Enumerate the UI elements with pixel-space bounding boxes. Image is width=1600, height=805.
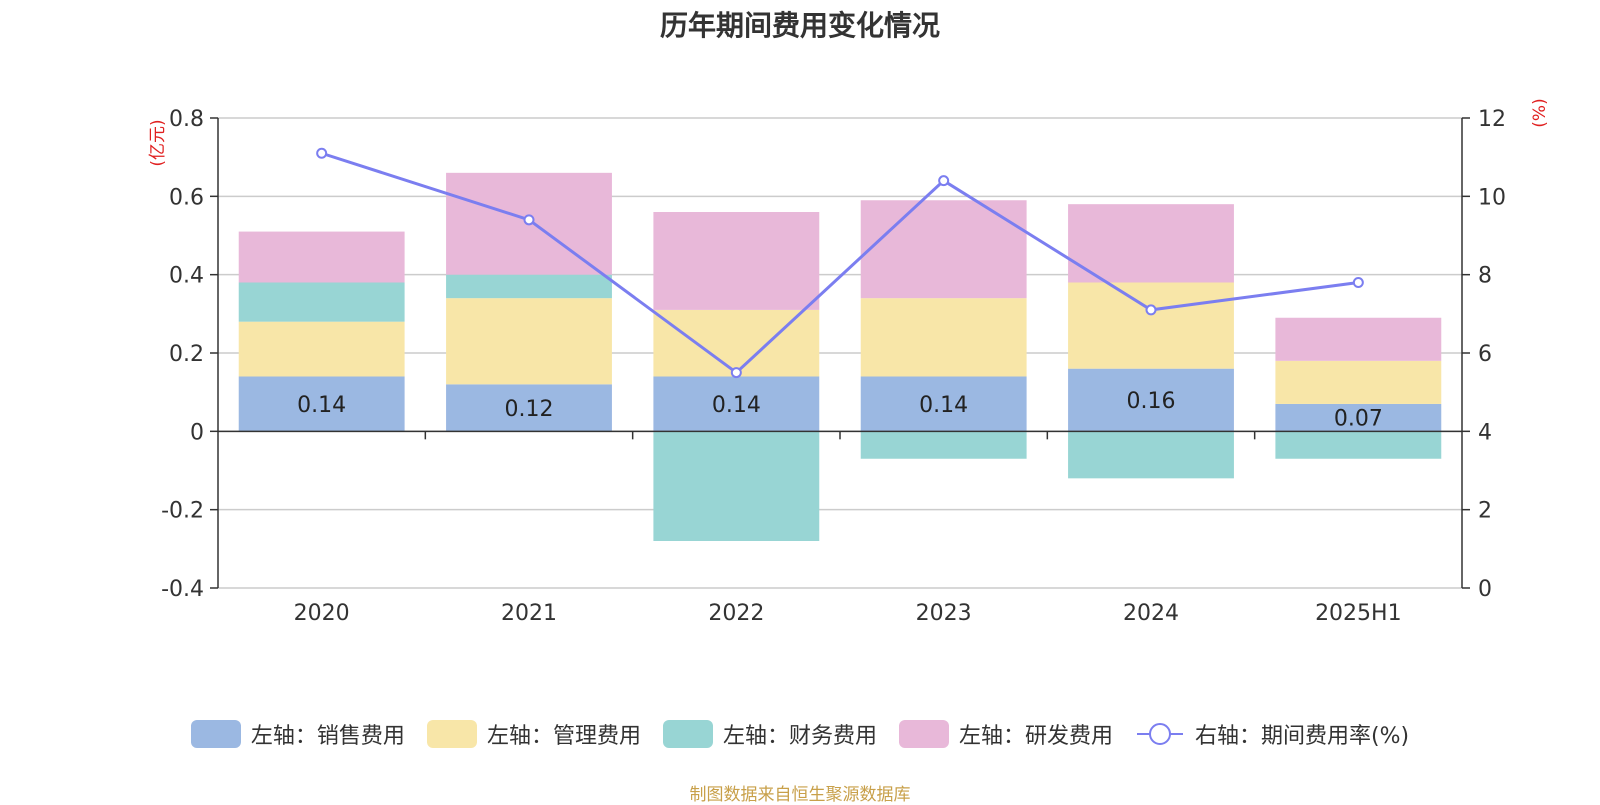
legend-item-rnd[interactable]: 左轴：研发费用 [898, 718, 1113, 750]
bar-segment-0 [446, 384, 612, 432]
legend-item-rate[interactable]: 右轴：期间费用率(%) [1135, 718, 1409, 750]
bar-segment-0 [653, 376, 820, 432]
bar-segment-1 [1068, 282, 1234, 369]
left-axis-tick-label: -0.4 [161, 577, 204, 602]
legend-label-rate: 右轴：期间费用率(%) [1194, 724, 1410, 749]
left-axis-tick-label: 0.4 [169, 264, 204, 289]
source-note: 制图数据来自恒生聚源数据库 [689, 785, 911, 805]
bar-data-label: 0.12 [505, 397, 554, 422]
legend-line-marker-icon [1136, 723, 1183, 745]
legend-swatch-rnd [898, 720, 949, 748]
bar-segment-3 [238, 231, 405, 283]
rate-point [316, 147, 328, 159]
right-axis-tick-label: 0 [1478, 577, 1492, 602]
bar-segment-2 [860, 431, 1027, 459]
bar-segment-1 [860, 298, 1027, 377]
bar-segment-2 [446, 274, 612, 299]
legend-label-admin: 左轴：管理费用 [486, 724, 641, 749]
bar-segment-2 [238, 282, 405, 322]
bar-data-label: 0.14 [297, 393, 346, 418]
bar-segment-1 [1275, 360, 1442, 404]
bar-segment-2 [653, 431, 820, 541]
bar-data-label: 0.07 [1334, 407, 1383, 432]
bar-segment-3 [1275, 317, 1442, 361]
x-axis-tick-label: 2022 [708, 601, 764, 626]
rate-line [321, 151, 1359, 375]
legend-swatch-sales [190, 720, 241, 748]
chart-canvas: -0.4 -0.2 0 0.2 0.4 0.6 0.8 0 2 4 6 8 10 12 2020 2021 20… [148, 98, 1550, 626]
bar-segment-2 [1068, 431, 1234, 479]
bar-segment-0 [238, 376, 405, 432]
bar-data-label: 0.14 [712, 393, 761, 418]
x-axis-tick-label: 2023 [916, 601, 972, 626]
right-axis-tick-label: 2 [1478, 499, 1492, 524]
bar-data-label: 0.16 [1127, 389, 1176, 414]
bar-data-label: 0.14 [919, 393, 968, 418]
rate-point [730, 367, 742, 379]
left-axis-tick-label: 0 [190, 420, 204, 445]
bar-segment-3 [653, 212, 820, 310]
rate-point [1145, 304, 1157, 316]
left-axis-unit-label: (亿元) [148, 119, 168, 166]
left-axis-tick-label: 0.2 [169, 342, 204, 367]
left-axis-tick-label: -0.2 [161, 499, 204, 524]
legend-item-finance[interactable]: 左轴：财务费用 [662, 718, 877, 750]
legend-item-admin[interactable]: 左轴：管理费用 [426, 718, 641, 750]
right-axis-tick-label: 12 [1478, 107, 1506, 132]
right-axis-tick-label: 4 [1478, 420, 1492, 445]
bar-segment-1 [238, 321, 405, 377]
left-axis-tick-label: 0.8 [169, 107, 204, 132]
x-axis-tick-label: 2021 [501, 601, 557, 626]
bar-segment-3 [860, 200, 1027, 299]
bar-segment-3 [1068, 204, 1234, 283]
rate-point [1352, 277, 1364, 288]
bar-segment-0 [1275, 403, 1442, 432]
x-axis-tick-label: 2025H1 [1315, 601, 1402, 626]
rate-point [523, 214, 535, 226]
legend-swatch-admin [426, 720, 477, 748]
bar-segment-1 [446, 298, 612, 385]
bar-segment-0 [1068, 368, 1234, 432]
bar-segment-2 [1275, 431, 1442, 459]
rate-point [938, 175, 950, 187]
bar-segment-0 [860, 376, 1027, 432]
legend-item-sales[interactable]: 左轴：销售费用 [190, 718, 405, 750]
legend-label-rnd: 左轴：研发费用 [958, 724, 1113, 749]
legend-label-finance: 左轴：财务费用 [722, 724, 877, 749]
legend-swatch-finance [662, 720, 713, 748]
legend: 左轴：销售费用 左轴：管理费用 左轴：财务费用 左轴：研发费用 右轴：期间费用率… [0, 718, 1600, 750]
legend-label-sales: 左轴：销售费用 [250, 724, 405, 749]
right-axis-tick-label: 8 [1478, 264, 1492, 289]
right-axis-tick-label: 6 [1478, 342, 1492, 367]
x-axis-tick-label: 2020 [294, 601, 350, 626]
chart-title: 历年期间费用变化情况 [659, 9, 940, 42]
x-axis-tick-label: 2024 [1123, 601, 1179, 626]
right-axis-unit-label: (%) [1530, 98, 1550, 127]
right-axis-tick-label: 10 [1478, 185, 1506, 210]
left-axis-tick-label: 0.6 [169, 185, 204, 210]
